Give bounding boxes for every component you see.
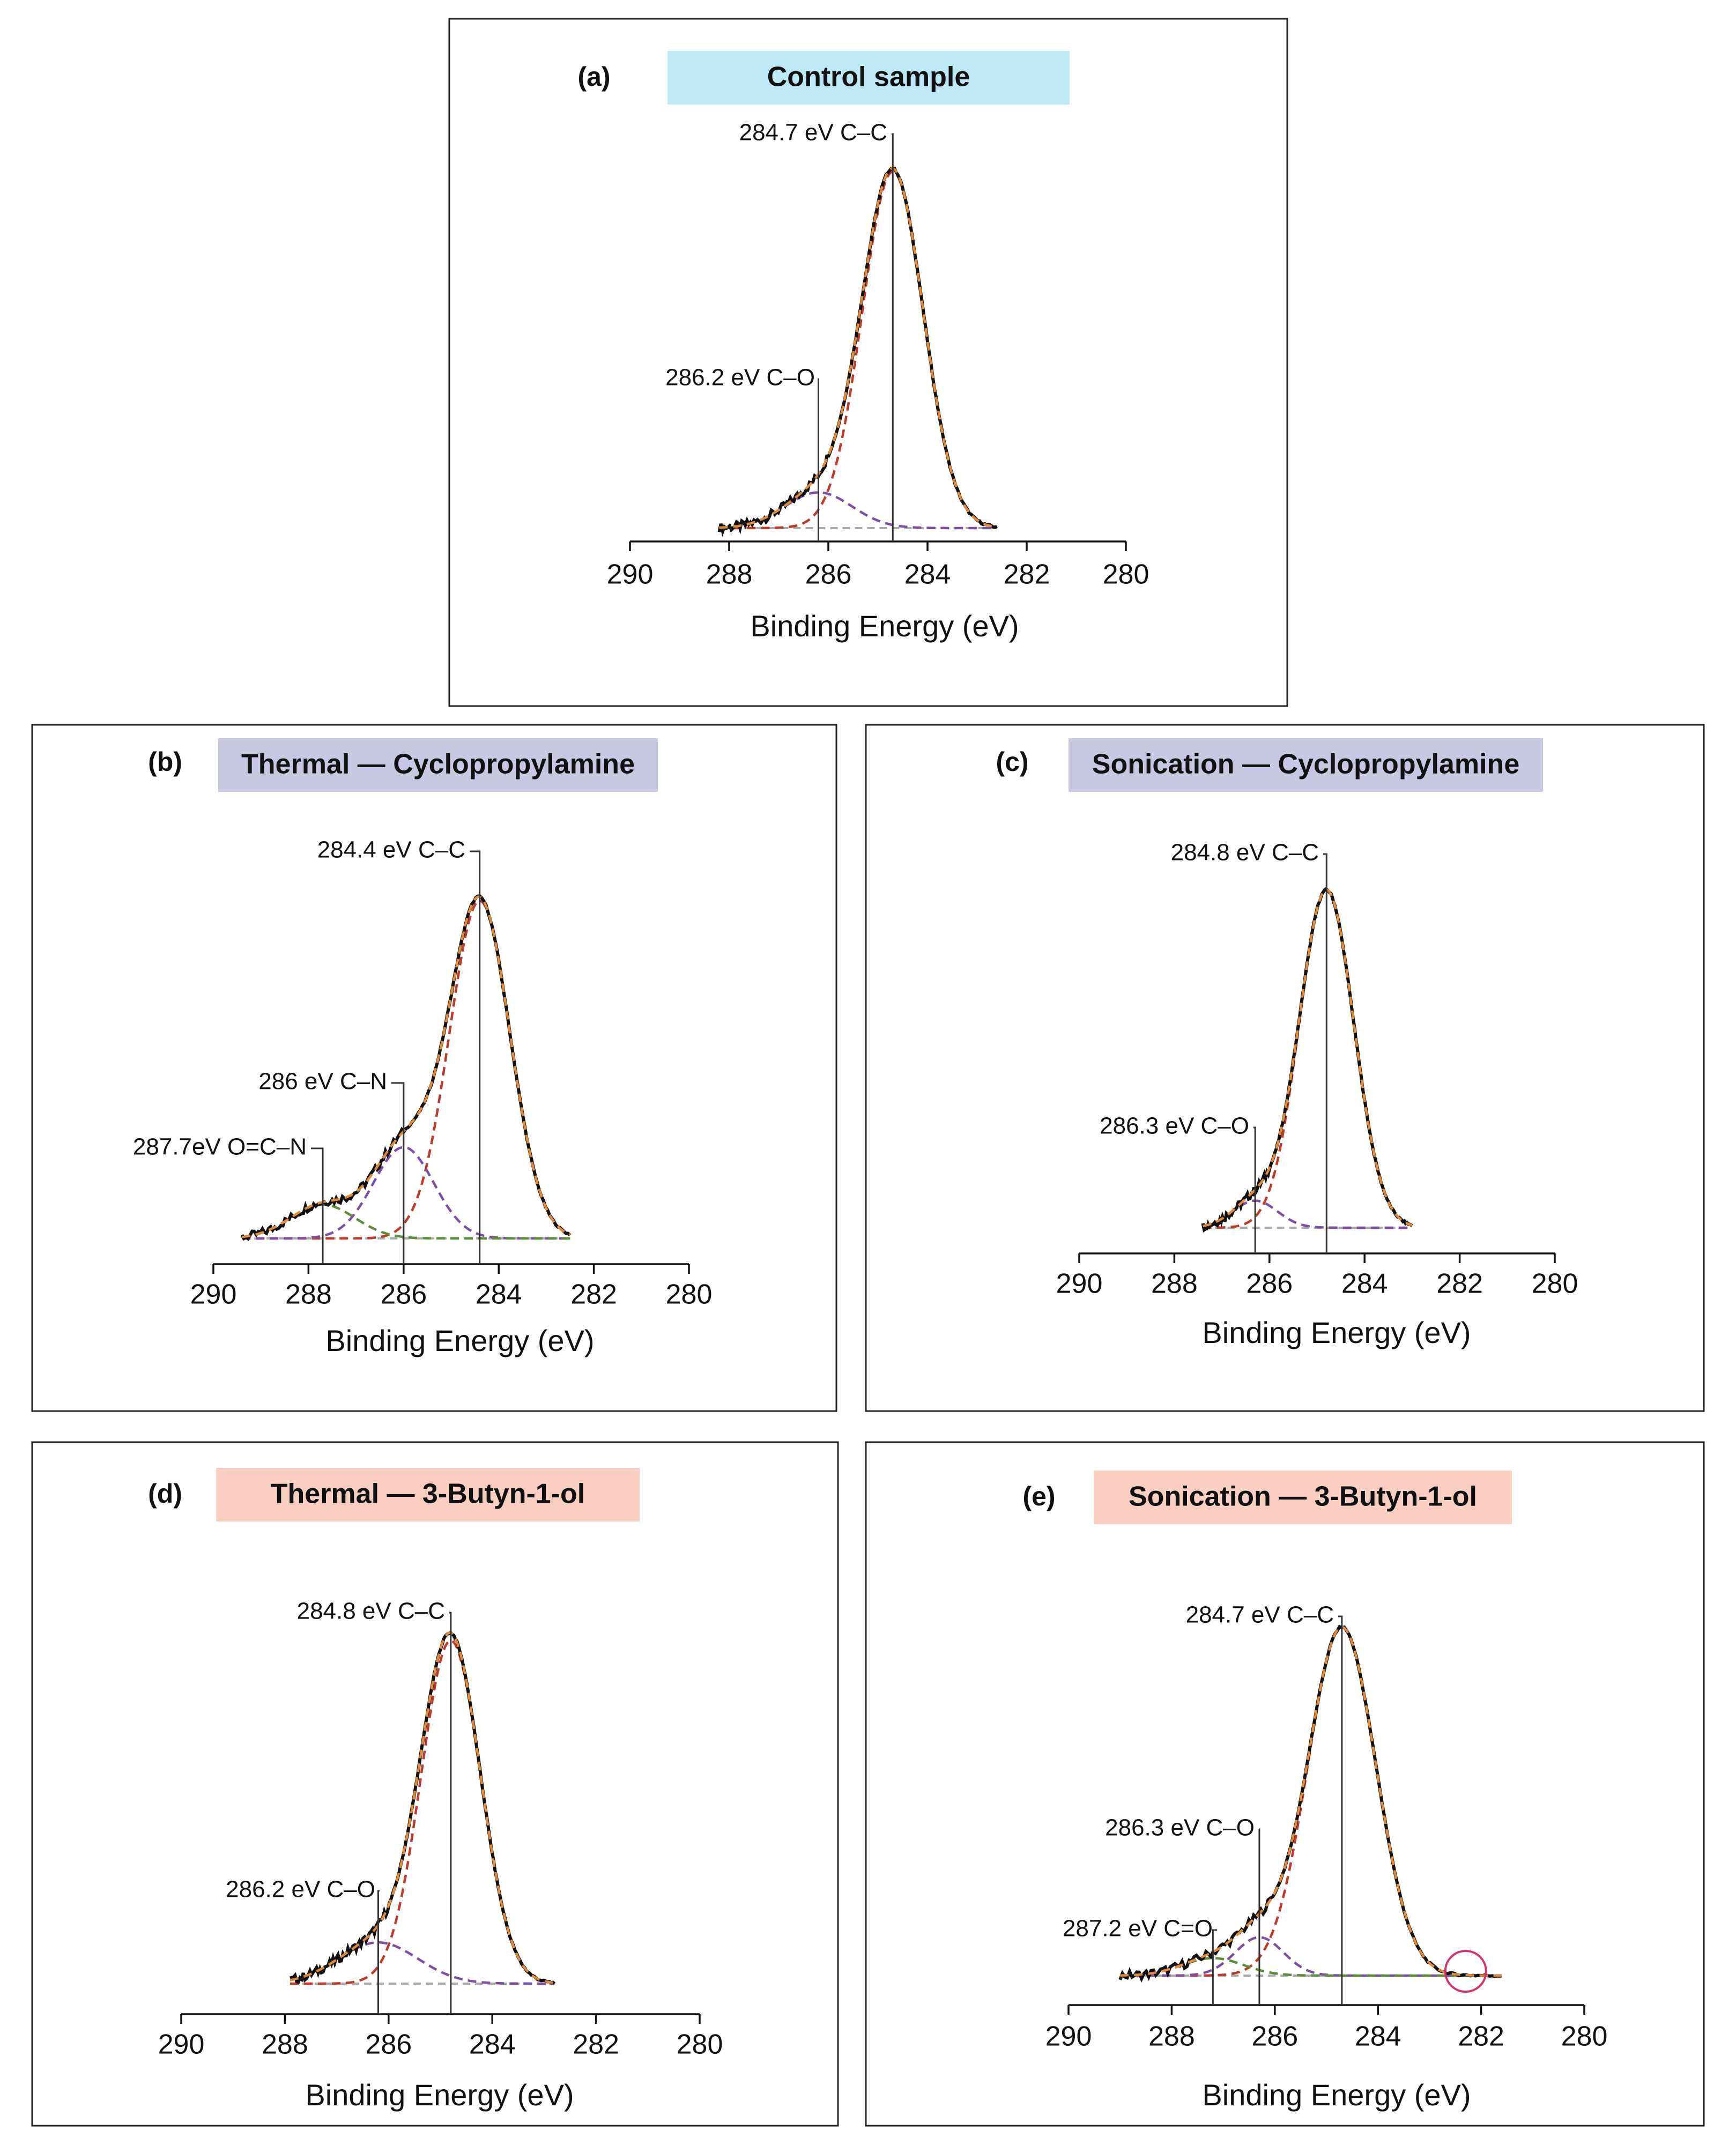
peak-leader-C=O	[1212, 1929, 1217, 2005]
peak-leader-C–O	[377, 1890, 380, 2014]
x-axis-title: Binding Energy (eV)	[1202, 1316, 1471, 1349]
peak-label-C–C: 284.7 eV C–C	[1186, 1602, 1334, 1628]
fit-envelope	[719, 167, 997, 529]
x-tick-label-286: 286	[805, 559, 852, 590]
peak-label-C–O: 286.2 eV C–O	[226, 1876, 375, 1903]
x-tick-label-288: 288	[285, 1279, 332, 1310]
chart-title: Thermal — 3-Butyn-1-ol	[271, 1479, 585, 1510]
x-axis-title: Binding Energy (eV)	[1202, 2078, 1471, 2112]
title-background	[667, 51, 1070, 105]
peak-leader-C–C	[1338, 1615, 1343, 2005]
peak-label-C–O: 286.3 eV C–O	[1105, 1815, 1255, 1841]
x-tick-label-282: 282	[573, 2029, 619, 2060]
fit-envelope	[1120, 1626, 1502, 1977]
x-tick-label-288: 288	[262, 2029, 308, 2060]
peak-label-C–C: 284.8 eV C–C	[297, 1598, 445, 1624]
x-tick-label-282: 282	[570, 1279, 617, 1310]
peak-leader-C–N	[391, 1082, 405, 1264]
panel-b: (b) Thermal — Cyclopropylamine 290 288 286 28…	[31, 724, 837, 1412]
chart-title: Sonication — 3-Butyn-1-ol	[1129, 1481, 1477, 1512]
title-background	[1094, 1471, 1512, 1524]
peak-leader-C–C	[892, 133, 894, 541]
title-background	[1069, 738, 1543, 792]
x-tick-label-286: 286	[365, 2029, 412, 2060]
x-tick-label-284: 284	[469, 2029, 516, 2060]
chart-title: Control sample	[767, 62, 970, 93]
fit-envelope	[1203, 888, 1413, 1228]
panel-letter: (d)	[148, 1479, 182, 1509]
x-tick-label-284: 284	[476, 1279, 522, 1310]
chart-title: Thermal — Cyclopropylamine	[241, 749, 635, 780]
peak-C–O	[1203, 1199, 1412, 1229]
x-tick-label-290: 290	[190, 1279, 237, 1310]
x-tick-label-282: 282	[1458, 2021, 1504, 2052]
peak-C=O	[1120, 1957, 1502, 1977]
highlight-circle	[1444, 1950, 1487, 1993]
panel-e: (e) Sonication — 3-Butyn-1-ol 290 288 286 284…	[865, 1441, 1705, 2127]
x-tick-label-280: 280	[1532, 1268, 1578, 1300]
x-tick-label-290: 290	[1056, 1268, 1103, 1300]
panel-frame	[448, 18, 1288, 707]
panel-letter: (c)	[996, 747, 1028, 777]
panel-frame	[865, 724, 1705, 1412]
title-background	[218, 738, 658, 792]
x-tick-label-290: 290	[1045, 2021, 1092, 2052]
x-tick-label-286: 286	[1251, 2021, 1298, 2052]
peak-label-C–O: 286.2 eV C–O	[665, 365, 815, 391]
x-axis-title: Binding Energy (eV)	[325, 1324, 594, 1357]
panel-letter: (a)	[577, 62, 610, 92]
x-tick-label-284: 284	[1355, 2021, 1401, 2052]
peak-leader-C–C	[470, 850, 481, 1264]
peak-label-C–C: 284.8 eV C–C	[1171, 840, 1319, 866]
panel-d: (d) Thermal — 3-Butyn-1-ol 290 288 286 284 282…	[31, 1441, 839, 2127]
peak-leader-C–O	[1253, 1126, 1256, 1253]
peak-leader-C–C	[1323, 853, 1327, 1253]
peak-C–C	[290, 1639, 555, 1985]
fit-envelope	[290, 1631, 555, 1984]
panel-letter: (b)	[148, 747, 182, 777]
panel-frame	[865, 1441, 1705, 2127]
peak-label-C–N: 286 eV C–N	[258, 1068, 387, 1095]
x-tick-label-280: 280	[1103, 559, 1149, 590]
x-axis-title: Binding Energy (eV)	[305, 2078, 574, 2112]
x-tick-label-288: 288	[1148, 2021, 1195, 2052]
peak-leader-C–C	[449, 1612, 452, 2014]
panels: (a) Control sample 290 288 286 284 282 280 Bindi…	[31, 18, 1705, 2127]
peak-leader-C–O	[818, 378, 819, 541]
x-tick-label-284: 284	[904, 559, 951, 590]
x-tick-label-282: 282	[1436, 1268, 1483, 1300]
x-axis-title: Binding Energy (eV)	[750, 609, 1019, 643]
x-tick-label-288: 288	[706, 559, 753, 590]
peak-label-C–C: 284.4 eV C–C	[317, 837, 465, 863]
peak-label-C=O: 287.2 eV C=O	[1063, 1916, 1213, 1942]
peak-label-C–O: 286.3 eV C–O	[1100, 1113, 1249, 1139]
peak-label-O=C–N: 287.7eV O=C–N	[133, 1134, 307, 1160]
fit-envelope	[241, 895, 571, 1238]
x-tick-label-280: 280	[1561, 2021, 1608, 2052]
x-tick-label-290: 290	[158, 2029, 205, 2060]
panel-frame	[31, 1441, 839, 2127]
peak-leader-O=C–N	[311, 1147, 324, 1264]
x-tick-label-280: 280	[677, 2029, 723, 2060]
x-tick-label-286: 286	[380, 1279, 427, 1310]
chart-title: Sonication — Cyclopropylamine	[1092, 749, 1519, 780]
x-tick-label-280: 280	[666, 1279, 713, 1310]
peak-label-C–C: 284.7 eV C–C	[739, 120, 887, 146]
x-tick-label-288: 288	[1151, 1268, 1198, 1300]
x-tick-label-282: 282	[1004, 559, 1050, 590]
x-tick-label-290: 290	[607, 559, 654, 590]
title-background	[216, 1468, 640, 1521]
panel-a: (a) Control sample 290 288 286 284 282 280 Bindi…	[448, 18, 1288, 707]
x-tick-label-284: 284	[1341, 1268, 1388, 1300]
x-tick-label-286: 286	[1246, 1268, 1293, 1300]
panel-c: (c) Sonication — Cyclopropylamine 290 288 28…	[865, 724, 1705, 1412]
panel-letter: (e)	[1022, 1481, 1055, 1511]
